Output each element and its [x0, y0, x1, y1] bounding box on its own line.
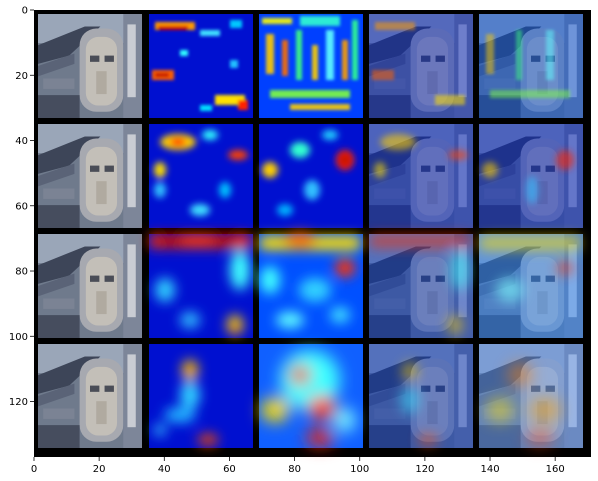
- y-tick-label: 0: [22, 6, 28, 17]
- x-tick-label: 80: [288, 464, 301, 475]
- overlay-a-r4: [369, 344, 473, 448]
- x-tick-label: 100: [350, 464, 369, 475]
- y-tick-label: 40: [15, 136, 28, 147]
- overlay-a-r2: [369, 124, 473, 228]
- input-image-r4: [38, 344, 142, 448]
- y-axis: 0 20 40 60 80 100 120: [9, 6, 34, 408]
- y-tick-label: 20: [15, 71, 28, 82]
- saliency-map-b-r2: [259, 124, 363, 228]
- row-3: [38, 232, 583, 338]
- overlay-b-r2: [479, 124, 583, 228]
- row-2: [38, 124, 583, 228]
- x-tick-label: 140: [480, 464, 499, 475]
- y-tick-label: 120: [9, 397, 28, 408]
- row-4: [38, 344, 583, 448]
- y-tick-label: 80: [15, 267, 28, 278]
- overlay-a-r3: [369, 234, 473, 338]
- input-image-r1: [38, 14, 142, 118]
- x-tick-label: 120: [415, 464, 434, 475]
- saliency-map-a-r3: [149, 234, 253, 338]
- overlay-b-r1: [479, 14, 583, 118]
- x-tick-label: 0: [31, 464, 37, 475]
- input-image-r2: [38, 124, 142, 228]
- x-tick-label: 40: [158, 464, 171, 475]
- saliency-map-a-r4: [149, 344, 253, 448]
- saliency-map-a-r1: [149, 14, 253, 118]
- x-tick-label: 60: [223, 464, 236, 475]
- y-tick-label: 60: [15, 201, 28, 212]
- y-tick-label: 100: [9, 332, 28, 343]
- row-1: [38, 14, 583, 118]
- overlay-b-r4: [479, 344, 583, 448]
- overlay-b-r3: [479, 234, 583, 338]
- saliency-map-b-r1: [259, 14, 363, 118]
- input-image-r3: [38, 234, 142, 338]
- saliency-map-a-r2: [149, 124, 253, 228]
- x-axis: 0 20 40 60 80 100 120 140 160: [31, 457, 565, 475]
- x-tick-label: 160: [546, 464, 565, 475]
- x-tick-label: 20: [93, 464, 106, 475]
- overlay-a-r1: [369, 14, 473, 118]
- saliency-map-b-r4: [259, 344, 363, 448]
- saliency-map-b-r3: [259, 232, 363, 338]
